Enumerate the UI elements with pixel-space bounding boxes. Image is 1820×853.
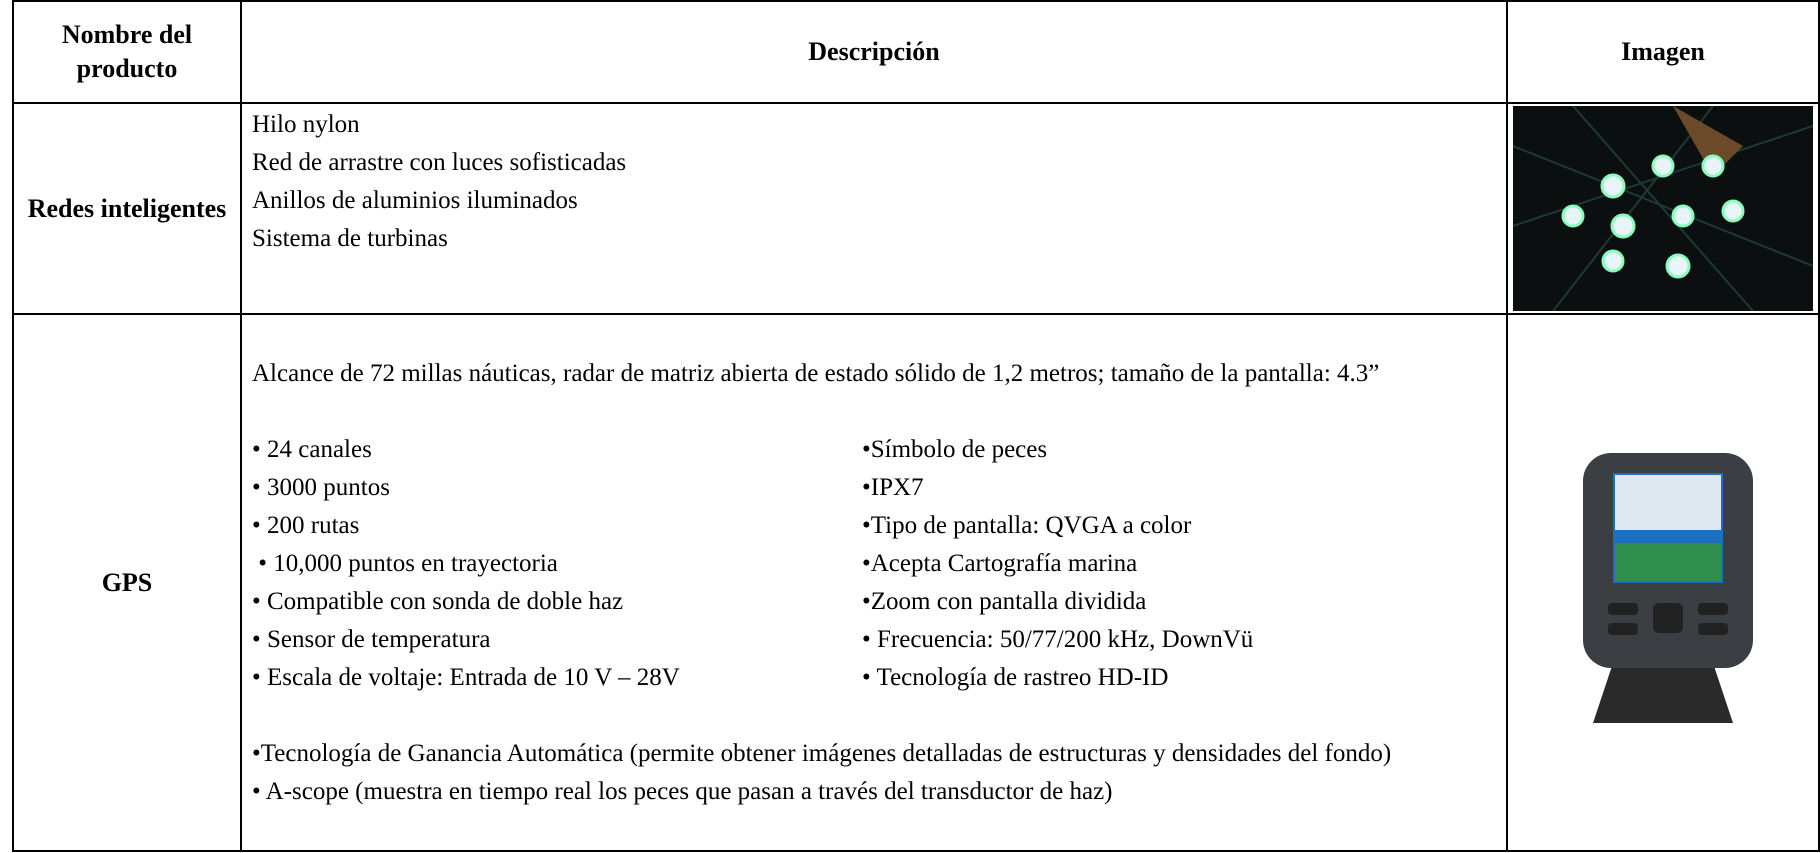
description: Hilo nylon Red de arrastre con luces sofi… xyxy=(240,102,1508,315)
spec-item: • Sensor de temperatura xyxy=(252,626,491,653)
spec-item: • Compatible con sonda de doble haz xyxy=(252,588,624,615)
row: GPS Alcance de 72 millas náuticas, radar… xyxy=(12,313,1820,852)
spec-item: •Acepta Cartografía marina xyxy=(862,550,1138,577)
spec-item: •Zoom con pantalla dividida xyxy=(862,588,1147,615)
spec-item: • Escala de voltaje: Entrada de 10 V – 2… xyxy=(252,664,680,691)
product-name: GPS xyxy=(12,313,242,852)
spec-item: • Tecnología de rastreo HD-ID xyxy=(862,664,1169,691)
spec-item: •Símbolo de peces xyxy=(862,436,1048,463)
header-cell: Descripción xyxy=(240,0,1508,104)
image-cell xyxy=(1506,102,1820,315)
description-line: Hilo nylon xyxy=(252,111,360,138)
spec-item: • 24 canales xyxy=(252,436,372,463)
product-name: Redes inteligentes xyxy=(12,102,242,315)
product-table: Nombre del producto Descripción Imagen R… xyxy=(12,0,1820,852)
description-line: Sistema de turbinas xyxy=(252,225,448,252)
notes: •Tecnología de Ganancia Automática (perm… xyxy=(252,735,1496,811)
note: • A-scope (muestra en tiempo real los pe… xyxy=(252,778,1113,805)
description-line: Red de arrastre con luces sofisticadas xyxy=(252,149,627,176)
header-cell: Nombre del producto xyxy=(12,0,242,104)
description-line: Anillos de aluminios iluminados xyxy=(252,187,578,214)
note: •Tecnología de Ganancia Automática (perm… xyxy=(252,740,1392,767)
product-image xyxy=(1583,452,1753,723)
spec-item: • 10,000 puntos en trayectoria xyxy=(252,550,558,577)
header-row: Nombre del producto Descripción Imagen xyxy=(12,0,1820,104)
spec-item: • 3000 puntos xyxy=(252,474,390,501)
row: Redes inteligentes Hilo nylon Red de arra… xyxy=(12,102,1820,315)
spec-item: • Frecuencia: 50/77/200 kHz, DownVü xyxy=(862,626,1254,653)
spec-item: • 200 rutas xyxy=(252,512,360,539)
spec-item: •IPX7 xyxy=(862,474,924,501)
header-cell: Imagen xyxy=(1506,0,1820,104)
spec-item: •Tipo de pantalla: QVGA a color xyxy=(862,512,1192,539)
description: Alcance de 72 millas náuticas, radar de … xyxy=(240,313,1508,852)
intro: Alcance de 72 millas náuticas, radar de … xyxy=(252,360,1380,387)
image-cell xyxy=(1506,313,1820,852)
product-image xyxy=(1513,106,1813,311)
spec-list: • 24 canales •Símbolo de peces • 3000 punt… xyxy=(252,431,1496,697)
